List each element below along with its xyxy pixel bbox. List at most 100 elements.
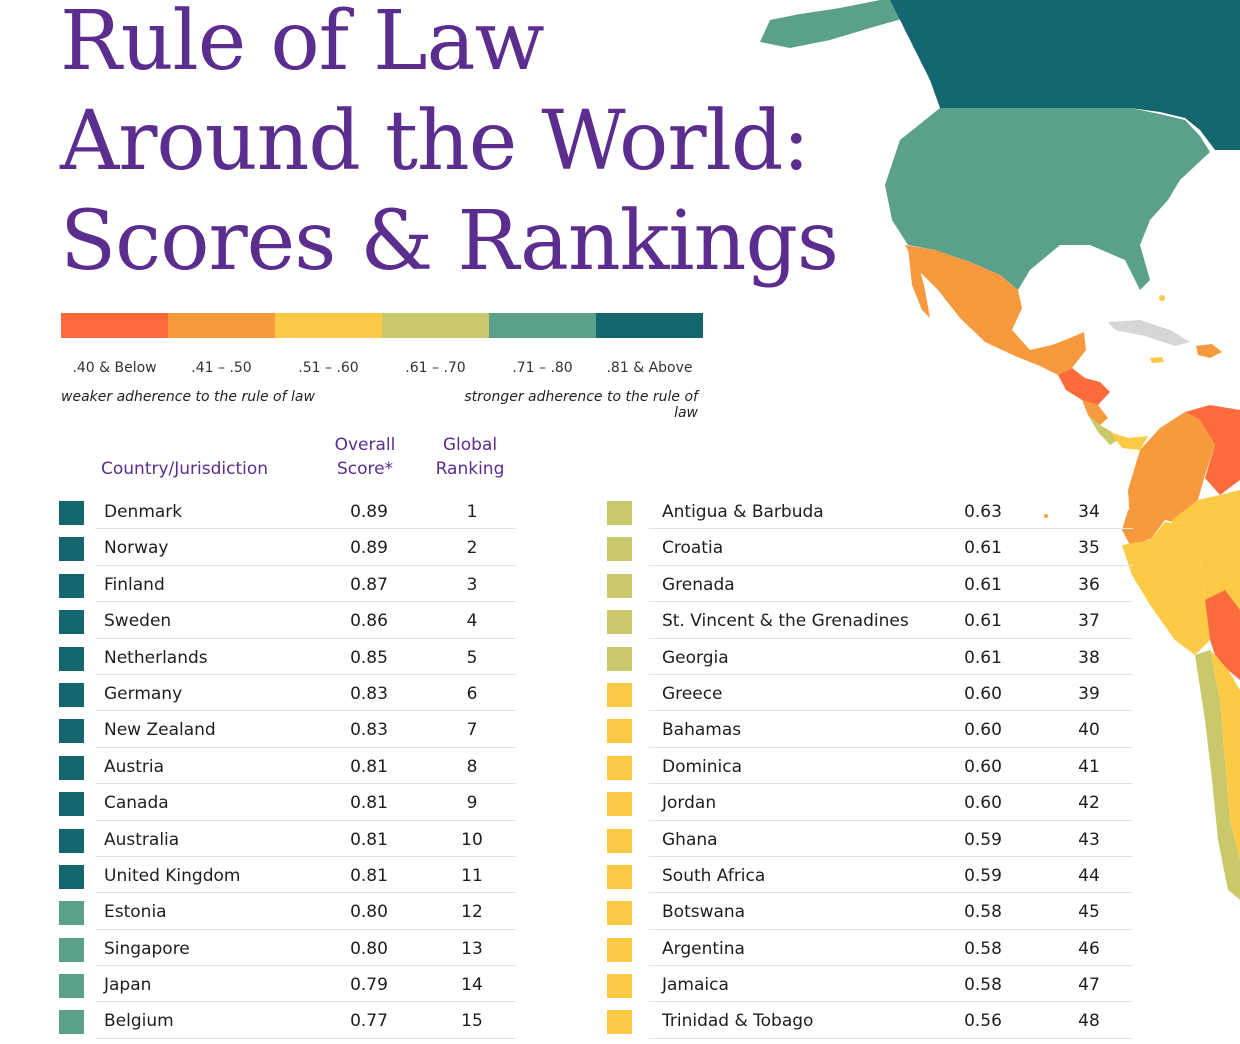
- country-name: United Kingdom: [104, 865, 241, 886]
- row-divider: [95, 601, 516, 603]
- overall-score: 0.81: [350, 829, 388, 850]
- category-swatch: [607, 646, 632, 671]
- global-ranking: 36: [1078, 574, 1100, 595]
- category-swatch: [607, 864, 632, 889]
- overall-score: 0.83: [350, 683, 388, 704]
- country-name: Bahamas: [662, 720, 742, 741]
- row-divider: [649, 855, 1133, 857]
- global-ranking: 11: [461, 865, 483, 886]
- legend-range-labels: .40 & Below .41 – .50 .51 – .60 .61 – .70 .7…: [61, 360, 703, 376]
- map-region-canada: [890, 0, 1240, 150]
- map-region-argentina: [1210, 650, 1240, 860]
- category-swatch: [607, 828, 632, 853]
- row-divider: [95, 637, 516, 639]
- title-line-1: Rule of Law: [60, 0, 545, 89]
- overall-score: 0.59: [964, 865, 1002, 886]
- global-ranking: 8: [466, 756, 478, 777]
- legend-stronger-label: stronger adherence to the rule of law: [464, 389, 698, 421]
- country-name: Argentina: [662, 938, 745, 959]
- map-region-usa: [885, 108, 1210, 290]
- global-ranking: 1: [466, 502, 478, 522]
- overall-score: 0.83: [350, 720, 388, 741]
- overall-score: 0.61: [964, 538, 1002, 559]
- row-divider: [649, 528, 1133, 530]
- map-region-central-america-3: [1088, 415, 1118, 445]
- map-region-venezuela: [1185, 405, 1240, 495]
- category-swatch: [59, 828, 84, 853]
- category-swatch: [607, 501, 632, 525]
- global-ranking: 42: [1078, 793, 1100, 814]
- header-global-ranking: Global Ranking: [425, 433, 515, 481]
- header-score-line-1: Overall: [334, 435, 396, 455]
- country-name: Netherlands: [104, 647, 208, 668]
- country-name: Estonia: [104, 902, 167, 923]
- global-ranking: 15: [461, 1011, 483, 1032]
- header-country: Country/Jurisdiction: [101, 459, 269, 479]
- global-ranking: 13: [461, 938, 483, 959]
- country-name: Denmark: [104, 502, 183, 522]
- row-divider: [95, 928, 516, 930]
- country-name: Ghana: [662, 829, 718, 850]
- row-divider: [649, 673, 1133, 675]
- legend-swatch: [61, 313, 168, 338]
- row-divider: [95, 1037, 516, 1039]
- country-name: Austria: [104, 756, 165, 777]
- row-divider: [649, 819, 1133, 821]
- country-name: Georgia: [662, 647, 729, 668]
- category-swatch: [607, 974, 632, 999]
- row-divider: [95, 1001, 516, 1003]
- map-region-islands: [1159, 295, 1165, 301]
- map-region-jamaica: [1150, 357, 1164, 363]
- row-divider: [95, 564, 516, 566]
- row-divider: [95, 965, 516, 967]
- overall-score: 0.58: [964, 902, 1002, 923]
- legend-color-scale: [61, 313, 703, 338]
- category-swatch: [59, 719, 84, 744]
- country-name: South Africa: [662, 865, 766, 886]
- overall-score: 0.89: [350, 538, 388, 559]
- country-name: Singapore: [104, 938, 190, 959]
- legend-swatch: [275, 313, 382, 338]
- overall-score: 0.60: [964, 683, 1002, 704]
- category-swatch: [59, 974, 84, 999]
- overall-score: 0.89: [350, 502, 388, 522]
- global-ranking: 39: [1078, 683, 1100, 704]
- overall-score: 0.58: [964, 975, 1002, 996]
- overall-score: 0.60: [964, 720, 1002, 741]
- category-swatch: [59, 646, 84, 671]
- legend-range-label: .71 – .80: [512, 360, 573, 376]
- overall-score: 0.80: [350, 938, 388, 959]
- overall-score: 0.81: [350, 793, 388, 814]
- global-ranking: 2: [466, 538, 478, 559]
- map-region-baja: [908, 248, 930, 318]
- global-ranking: 7: [466, 720, 478, 741]
- category-swatch: [607, 537, 632, 562]
- overall-score: 0.59: [964, 829, 1002, 850]
- country-name: Norway: [104, 538, 169, 559]
- country-name: Dominica: [662, 756, 743, 777]
- category-swatch: [59, 682, 84, 707]
- overall-score: 0.81: [350, 756, 388, 777]
- country-name: Jordan: [662, 793, 717, 814]
- overall-score: 0.56: [964, 1011, 1002, 1032]
- row-divider: [649, 965, 1133, 967]
- global-ranking: 3: [466, 574, 478, 595]
- country-name: Sweden: [104, 611, 172, 632]
- category-swatch: [59, 537, 84, 562]
- country-name: Croatia: [662, 538, 724, 559]
- map-region-panama: [1110, 432, 1148, 450]
- country-name: Canada: [104, 793, 169, 814]
- global-ranking: 5: [466, 647, 478, 668]
- overall-score: 0.80: [350, 902, 388, 923]
- legend-range-label: .61 – .70: [405, 360, 466, 376]
- map-region-brazil: [1172, 490, 1240, 680]
- row-divider: [649, 637, 1133, 639]
- country-name: Japan: [104, 975, 152, 996]
- legend-swatch: [168, 313, 275, 338]
- country-name: Jamaica: [662, 975, 729, 996]
- map-region-colombia: [1128, 412, 1215, 540]
- category-swatch: [59, 901, 84, 926]
- category-swatch: [607, 573, 632, 598]
- header-overall-score: Overall Score*: [320, 433, 410, 481]
- row-divider: [95, 673, 516, 675]
